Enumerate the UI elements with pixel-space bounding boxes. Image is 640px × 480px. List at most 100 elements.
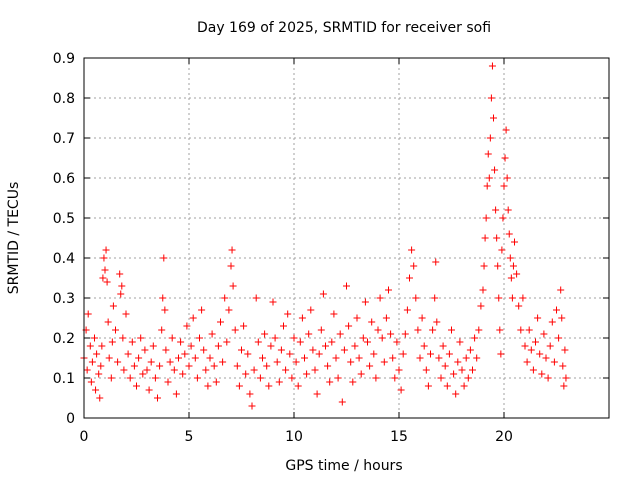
data-point: [469, 366, 476, 374]
data-point: [334, 374, 342, 382]
data-point: [275, 378, 283, 386]
data-point: [560, 382, 568, 390]
data-point: [242, 370, 250, 378]
data-point: [473, 354, 481, 362]
data-point: [497, 350, 505, 358]
data-point: [420, 342, 428, 350]
data-point: [263, 362, 271, 370]
data-point: [562, 374, 570, 382]
x-tick-label: 20: [495, 429, 513, 445]
data-point: [536, 350, 544, 358]
data-point: [198, 306, 206, 314]
data-point: [368, 318, 376, 326]
data-point: [235, 382, 243, 390]
data-point: [114, 358, 122, 366]
data-point: [128, 338, 136, 346]
data-point: [480, 262, 488, 270]
data-point: [313, 390, 321, 398]
y-tick-label: 0.2: [53, 331, 75, 347]
data-point: [429, 326, 437, 334]
data-point: [393, 338, 401, 346]
data-point: [452, 390, 460, 398]
data-point: [496, 326, 504, 334]
data-point: [95, 370, 103, 378]
data-point: [466, 346, 474, 354]
data-point: [491, 166, 499, 174]
data-point: [380, 358, 388, 366]
data-point: [280, 322, 287, 330]
data-point: [450, 370, 458, 378]
data-point: [206, 354, 214, 362]
data-point: [372, 374, 380, 382]
data-point: [126, 374, 134, 382]
data-point: [475, 326, 483, 334]
data-point: [511, 238, 518, 246]
data-point: [145, 386, 153, 394]
data-point: [353, 314, 361, 322]
data-point: [309, 346, 317, 354]
x-axis: 0 5 10 15 20: [80, 58, 513, 445]
data-point: [244, 350, 252, 358]
data-point: [558, 314, 566, 322]
data-point: [458, 366, 466, 374]
data-point: [221, 294, 229, 302]
data-point: [83, 366, 91, 374]
data-point: [311, 366, 319, 374]
data-point: [464, 374, 472, 382]
data-point: [483, 182, 491, 190]
data-point: [523, 358, 531, 366]
data-point: [223, 338, 231, 346]
data-point: [292, 358, 300, 366]
data-point: [87, 378, 95, 386]
data-point: [555, 334, 563, 342]
data-point: [487, 94, 495, 102]
data-point: [432, 258, 440, 266]
data-point: [267, 342, 275, 350]
data-point: [159, 294, 167, 302]
data-point: [104, 318, 112, 326]
data-point: [559, 362, 567, 370]
data-point: [102, 246, 110, 254]
data-point: [507, 274, 515, 282]
data-point: [495, 294, 503, 302]
data-point: [156, 362, 164, 370]
y-tick-label: 0.9: [53, 51, 75, 67]
data-point: [301, 354, 308, 362]
data-point: [330, 310, 338, 318]
data-point: [443, 382, 451, 390]
data-point: [294, 382, 302, 390]
data-point: [137, 334, 145, 342]
data-point: [479, 286, 487, 294]
data-point: [315, 350, 323, 358]
data-point: [168, 334, 176, 342]
data-point: [502, 126, 510, 134]
data-point: [435, 354, 443, 362]
data-point: [97, 362, 105, 370]
data-point: [534, 314, 542, 322]
data-point: [366, 362, 374, 370]
data-point: [254, 338, 262, 346]
y-tick-label: 0.4: [53, 251, 75, 267]
data-point: [414, 326, 422, 334]
data-point: [542, 354, 550, 362]
data-point: [248, 402, 256, 410]
data-point: [513, 270, 521, 278]
data-point: [355, 354, 363, 362]
data-point: [112, 326, 119, 334]
data-point: [130, 362, 138, 370]
data-point: [503, 174, 511, 182]
data-point: [422, 366, 430, 374]
y-tick-label: 0.1: [53, 371, 75, 387]
data-point: [340, 346, 348, 354]
data-point: [238, 346, 245, 354]
data-point: [108, 338, 116, 346]
data-point: [441, 362, 449, 370]
data-point: [389, 354, 397, 362]
data-point: [546, 342, 554, 350]
data-point: [357, 370, 365, 378]
data-point: [349, 378, 357, 386]
data-point: [351, 342, 359, 350]
data-point: [92, 386, 100, 394]
data-point: [149, 342, 157, 350]
data-point: [532, 338, 539, 346]
